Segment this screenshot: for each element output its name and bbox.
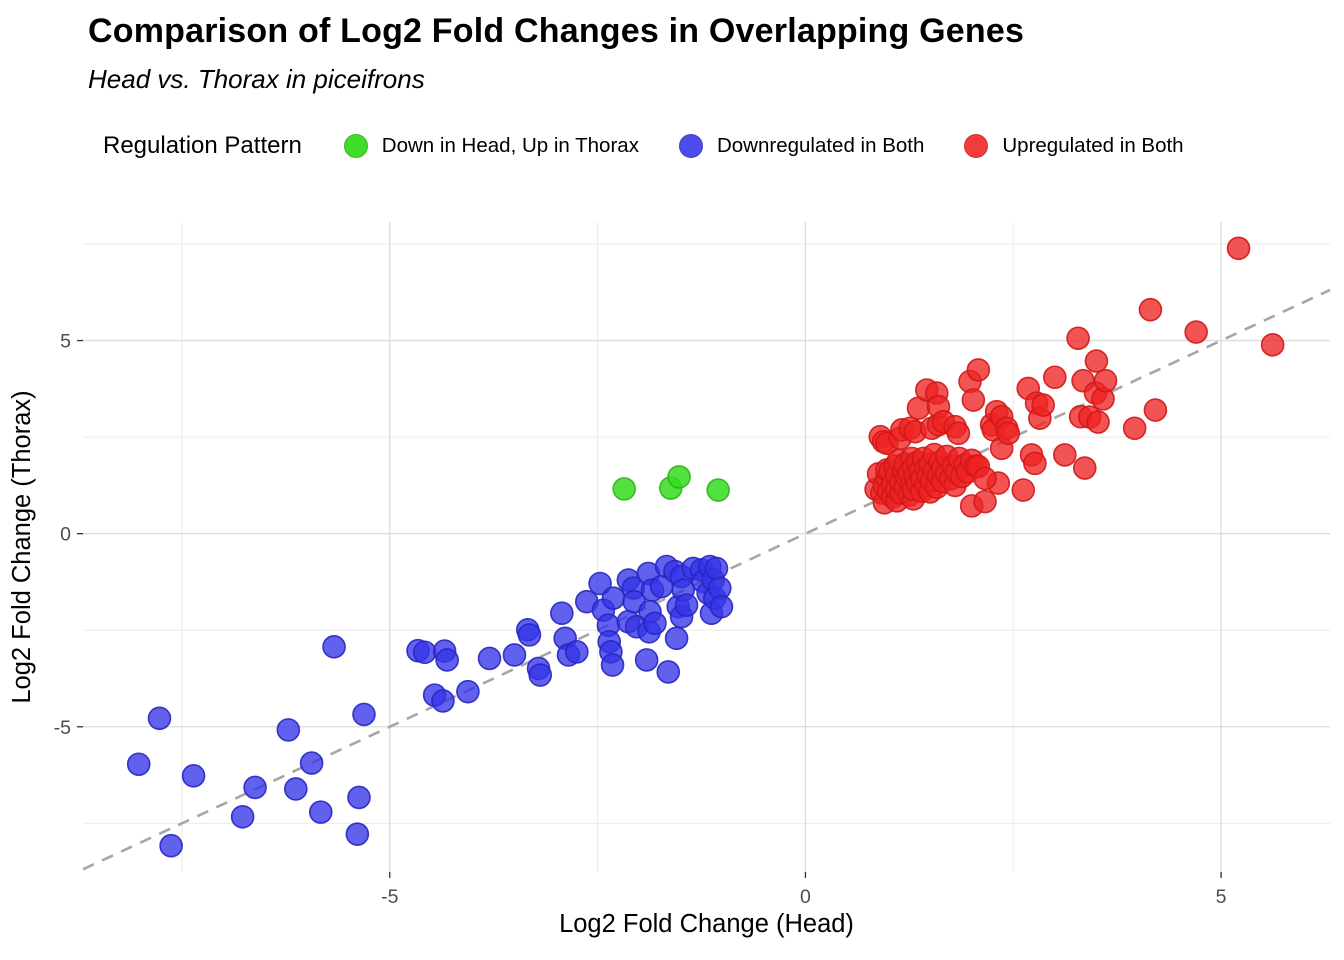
series-1 <box>126 554 734 858</box>
data-point <box>674 593 699 617</box>
y-tick-label: -5 <box>54 717 71 739</box>
data-point <box>588 571 612 596</box>
data-point <box>706 478 730 502</box>
data-point <box>612 477 636 501</box>
data-point <box>284 777 308 801</box>
data-point <box>1011 478 1036 502</box>
identity-line <box>82 288 1331 871</box>
data-point <box>600 653 625 677</box>
data-point <box>1184 320 1208 344</box>
legend-label: Downregulated in Both <box>716 134 925 157</box>
y-axis-title: Log2 Fold Change (Thorax) <box>8 390 36 703</box>
data-point <box>1260 333 1285 357</box>
red-dot-icon <box>964 134 989 158</box>
data-point <box>308 800 333 824</box>
x-tick-label: -5 <box>381 886 398 908</box>
data-point <box>1023 451 1047 476</box>
series-2 <box>864 236 1285 518</box>
green-dot-icon <box>343 134 368 158</box>
legend-label: Upregulated in Both <box>1002 134 1184 157</box>
data-point <box>1143 398 1168 422</box>
data-point <box>709 594 734 619</box>
chart-title: Comparison of Log2 Fold Changes in Overl… <box>88 12 1025 50</box>
data-point <box>973 489 997 514</box>
data-point <box>528 663 553 687</box>
data-point <box>276 718 301 742</box>
y-tick-label: 0 <box>60 524 71 546</box>
data-point <box>147 706 172 731</box>
x-tick-label: 5 <box>1216 886 1227 908</box>
legend-title: Regulation Pattern <box>103 132 302 159</box>
data-point <box>1093 368 1118 393</box>
data-point <box>502 643 527 667</box>
data-point <box>299 751 324 775</box>
data-point <box>634 648 659 672</box>
data-point <box>347 785 371 810</box>
data-point <box>946 421 971 446</box>
legend: Regulation Pattern Down in Head, Up in T… <box>103 132 1323 160</box>
data-point <box>435 648 459 672</box>
data-point <box>664 626 689 651</box>
data-point <box>352 702 376 727</box>
data-point <box>431 689 455 713</box>
data-point <box>1084 349 1109 373</box>
data-point <box>667 465 691 489</box>
data-point <box>1226 236 1251 261</box>
data-point <box>656 660 681 684</box>
chart-subtitle: Head vs. Thorax in piceifrons <box>88 64 425 94</box>
data-point <box>1066 326 1090 351</box>
data-point <box>1031 393 1055 417</box>
data-point <box>704 556 729 581</box>
y-tick-label: 5 <box>60 331 71 353</box>
data-point <box>565 640 589 664</box>
data-point <box>230 804 255 829</box>
series-0 <box>612 465 730 502</box>
data-point <box>961 388 986 412</box>
data-point <box>966 358 991 382</box>
data-point <box>517 623 542 647</box>
legend-item-upregulated-both: Upregulated in Both <box>964 134 1184 158</box>
data-point <box>1122 416 1147 441</box>
data-point <box>1053 443 1077 467</box>
data-point <box>126 752 151 777</box>
data-point <box>643 611 667 636</box>
legend-item-downregulated-both: Downregulated in Both <box>678 134 925 158</box>
data-point <box>412 640 437 665</box>
legend-item-down-head-up-thorax: Down in Head, Up in Thorax <box>343 134 639 158</box>
data-point <box>159 833 183 858</box>
data-point <box>996 421 1021 446</box>
data-point <box>1043 365 1067 390</box>
data-point <box>1138 297 1163 322</box>
data-point <box>1072 456 1097 480</box>
data-point <box>550 601 574 626</box>
x-tick-label: 0 <box>800 886 811 908</box>
data-point <box>1086 410 1110 434</box>
x-axis-title: Log2 Fold Change (Head) <box>559 910 854 938</box>
data-point <box>477 646 502 671</box>
data-point <box>243 775 267 800</box>
data-point <box>322 635 346 659</box>
data-point <box>973 466 997 491</box>
legend-label: Down in Head, Up in Thorax <box>381 134 639 157</box>
data-point <box>181 764 206 788</box>
blue-dot-icon <box>678 134 703 158</box>
data-point <box>601 586 626 610</box>
data-point <box>345 822 370 846</box>
data-point <box>456 679 480 704</box>
